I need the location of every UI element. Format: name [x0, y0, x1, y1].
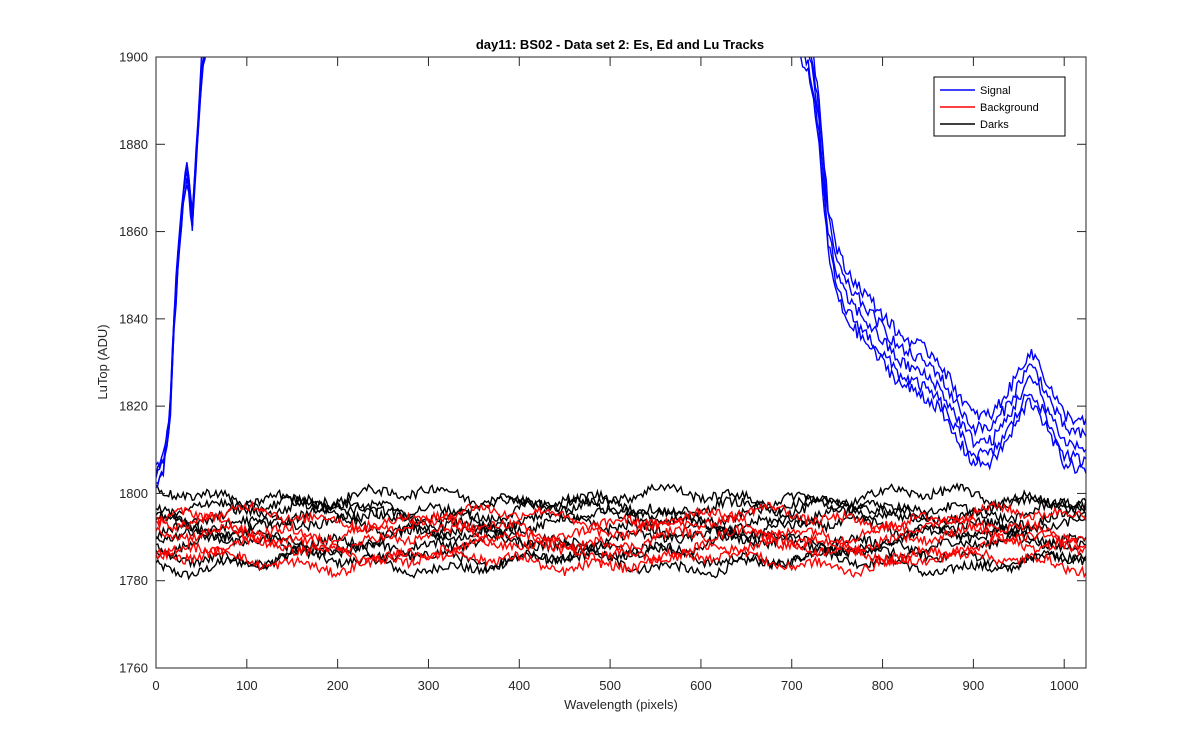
- legend-label-background: Background: [980, 102, 1039, 114]
- background-series-line: [156, 544, 1086, 579]
- background-series-line: [156, 520, 1086, 557]
- x-tick-label: 500: [599, 678, 621, 693]
- y-tick-label: 1800: [119, 486, 148, 501]
- y-tick-label: 1860: [119, 224, 148, 239]
- background-series-line: [156, 531, 1086, 569]
- y-tick-label: 1840: [119, 311, 148, 326]
- y-tick-label: 1780: [119, 573, 148, 588]
- darks-series-line: [156, 511, 1086, 544]
- plot-area: [156, 57, 1086, 668]
- x-tick-label: 0: [152, 678, 159, 693]
- ticks-layer: 0 100 200 300 400 500 600 700 800 900 1000 1760 1780…: [119, 50, 1086, 693]
- x-tick-label: 400: [508, 678, 530, 693]
- y-tick-label: 1900: [119, 50, 148, 65]
- x-tick-label: 900: [963, 678, 985, 693]
- series-layer: [156, 57, 1086, 581]
- x-tick-label: 600: [690, 678, 712, 693]
- x-tick-label: 800: [872, 678, 894, 693]
- x-tick-label: 100: [236, 678, 258, 693]
- background-series-line: [156, 499, 1086, 535]
- y-axis-label: LuTop (ADU): [95, 324, 110, 399]
- y-tick-label: 1880: [119, 137, 148, 152]
- legend-label-signal: Signal: [980, 85, 1011, 97]
- y-tick-label: 1760: [119, 661, 148, 676]
- x-axis-label: Wavelength (pixels): [564, 697, 678, 712]
- signal-series-line: [156, 57, 1086, 489]
- x-tick-label: 200: [327, 678, 349, 693]
- signal-series-line: [156, 57, 1086, 471]
- x-tick-label: 1000: [1050, 678, 1079, 693]
- darks-series-line: [156, 482, 1086, 515]
- darks-series-line: [156, 488, 1086, 524]
- chart-title: day11: BS02 - Data set 2: Es, Ed and Lu …: [476, 37, 764, 52]
- legend-label-darks: Darks: [980, 119, 1009, 131]
- x-tick-label: 300: [418, 678, 440, 693]
- legend: Signal Background Darks: [933, 76, 1066, 137]
- y-tick-label: 1820: [119, 399, 148, 414]
- background-series-line: [156, 509, 1086, 546]
- plot-border: [155, 56, 1087, 669]
- x-tick-label: 700: [781, 678, 803, 693]
